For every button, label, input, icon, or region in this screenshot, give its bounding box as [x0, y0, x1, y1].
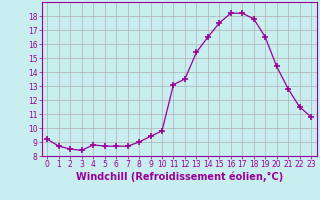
X-axis label: Windchill (Refroidissement éolien,°C): Windchill (Refroidissement éolien,°C) [76, 172, 283, 182]
